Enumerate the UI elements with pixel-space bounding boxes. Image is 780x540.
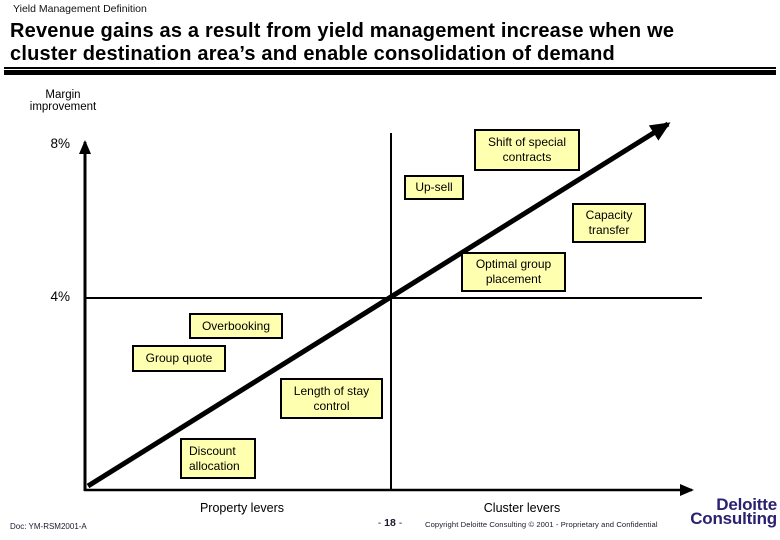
lever-label: Overbooking (201, 318, 271, 333)
page-number: -18- (352, 517, 428, 529)
logo-line-consulting: Consulting (690, 509, 777, 528)
y-tick-8-percent: 8% (50, 136, 70, 151)
lever-length-of-stay-control: Length of stay control (280, 378, 383, 419)
lever-label: Group quote (145, 351, 213, 365)
slide-title-line1: Revenue gains as a result from yield man… (10, 20, 675, 42)
doc-id: Doc: YM-RSM2001-A (10, 522, 87, 531)
y-axis-label: Margin improvement (13, 89, 113, 113)
lever-label: Up-sell (415, 180, 453, 194)
lever-label: Shift of special contracts (487, 135, 567, 164)
x-group-property-levers: Property levers (199, 501, 285, 515)
lever-label: Length of stay control (293, 383, 370, 413)
lever-shift-of-special-contracts: Shift of special contracts (474, 129, 580, 171)
lever-capacity-transfer: Capacity transfer (572, 203, 646, 243)
lever-group-quote: Group quote (132, 345, 226, 372)
lever-overbooking: Overbooking (189, 313, 283, 339)
lever-discount-allocation: Discount allocation (180, 438, 256, 479)
page-number-prefix: - (377, 518, 382, 529)
copyright-notice: Copyright Deloitte Consulting © 2001 - P… (425, 520, 658, 529)
y-tick-4-percent: 4% (50, 289, 70, 304)
title-rule-thick (4, 70, 776, 75)
slide-title-line2: cluster destination area’s and enable co… (10, 43, 615, 65)
y-axis-label-line2: improvement (29, 100, 97, 113)
lever-label: Capacity transfer (585, 208, 633, 237)
logo-line-deloitte: Deloitte (716, 495, 777, 514)
trend-arrow (86, 121, 671, 489)
page-number-value: 18 (384, 517, 396, 529)
slide-title: Revenue gains as a result from yield man… (10, 20, 772, 66)
slide-eyebrow: Yield Management Definition (13, 3, 147, 15)
page-number-suffix: - (398, 518, 403, 529)
lever-up-sell: Up-sell (404, 175, 464, 200)
lever-label: Optimal group placement (475, 257, 552, 286)
y-axis-label-line1: Margin (45, 89, 81, 101)
deloitte-consulting-logo: Deloitte Consulting (690, 495, 777, 528)
title-rule-thin (4, 67, 776, 69)
x-group-cluster-levers: Cluster levers (483, 501, 561, 515)
lever-optimal-group-placement: Optimal group placement (461, 252, 566, 292)
lever-label: Discount allocation (189, 443, 240, 473)
